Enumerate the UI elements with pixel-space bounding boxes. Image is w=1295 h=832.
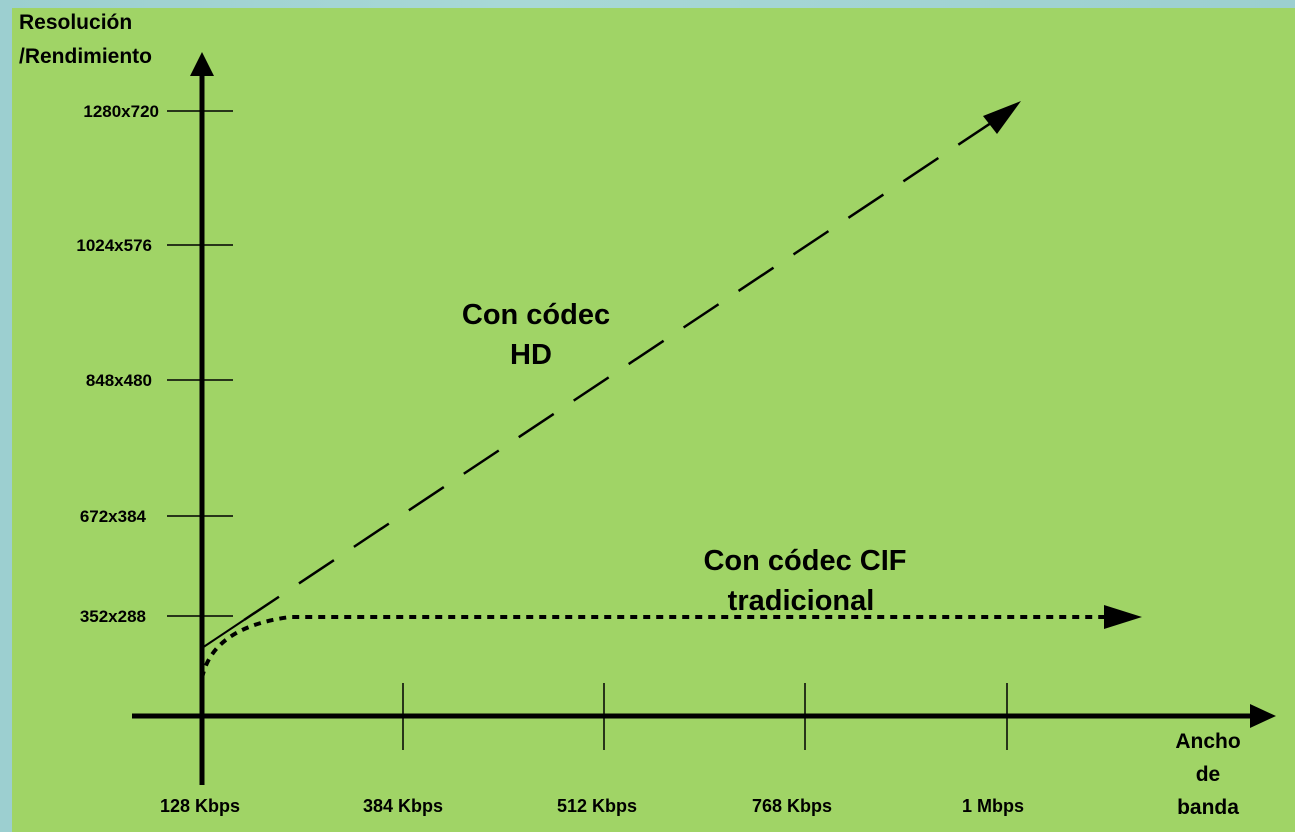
y-axis xyxy=(190,52,214,785)
x-tick-label-768: 768 Kbps xyxy=(752,796,832,816)
diagram-panel xyxy=(12,8,1295,832)
y-tick-label-1280x720: 1280x720 xyxy=(83,102,159,121)
cif-codec-curve xyxy=(200,605,1142,679)
y-axis-title-line2: /Rendimiento xyxy=(19,45,152,68)
x-axis-title-line2: de xyxy=(1196,763,1221,786)
cif-codec-label-line1: Con códec CIF xyxy=(703,545,906,577)
y-ticks xyxy=(167,110,233,617)
cif-curve-arrowhead xyxy=(1104,605,1142,629)
x-tick-label-128: 128 Kbps xyxy=(160,796,240,816)
hd-codec-curve xyxy=(201,101,1021,649)
x-axis xyxy=(132,704,1276,728)
y-tick-label-672x384: 672x384 xyxy=(80,507,147,526)
hd-curve-arrowhead xyxy=(983,101,1021,134)
x-ticks xyxy=(402,683,1008,750)
x-tick-label-512: 512 Kbps xyxy=(557,796,637,816)
hd-codec-label-line2: HD xyxy=(510,339,552,371)
hd-curve-start-segment xyxy=(201,619,245,649)
hd-codec-label-line1: Con códec xyxy=(462,299,610,331)
x-tick-label-384: 384 Kbps xyxy=(363,796,443,816)
hd-curve-dashed-line xyxy=(243,111,1007,622)
x-tick-label-1mbps: 1 Mbps xyxy=(962,796,1024,816)
x-axis-arrowhead xyxy=(1250,704,1276,728)
cif-codec-label-line2: tradicional xyxy=(728,585,875,617)
y-axis-arrowhead xyxy=(190,52,214,76)
y-tick-label-1024x576: 1024x576 xyxy=(76,236,152,255)
x-axis-title-line1: Ancho xyxy=(1175,730,1240,753)
x-axis-title-line3: banda xyxy=(1177,796,1239,819)
y-axis-title-line1: Resolución xyxy=(19,11,132,34)
y-tick-label-352x288: 352x288 xyxy=(80,607,146,626)
y-tick-label-848x480: 848x480 xyxy=(86,371,152,390)
cif-curve-dotted-line xyxy=(200,615,1110,679)
